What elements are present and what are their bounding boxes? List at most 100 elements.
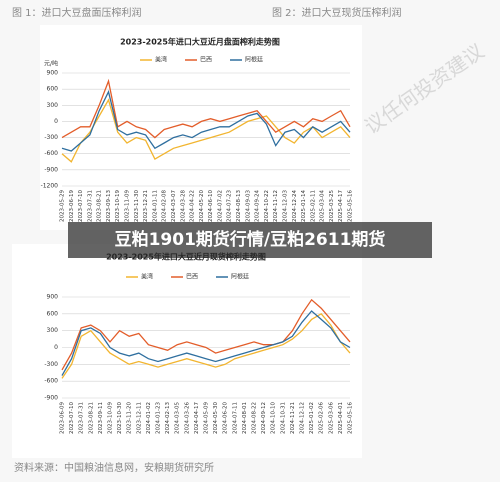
- x-tick-label: 2024-02-08: [162, 190, 168, 222]
- x-tick-label: 2024-12-12: [300, 402, 306, 434]
- series-line: [61, 89, 351, 152]
- x-tick-label: 2023-07-10: [69, 402, 75, 434]
- x-tick-label: 2025-03-25: [329, 190, 335, 222]
- x-tick-label: 2024-11-12: [273, 190, 279, 222]
- y-axis-label: 元/吨: [44, 60, 58, 68]
- x-tick-label: 2023-10-09: [108, 402, 114, 434]
- x-tick-label: 2023-07-10: [78, 190, 84, 222]
- x-tick-label: 2024-05-30: [213, 402, 219, 434]
- legend-label: 巴西: [186, 274, 198, 281]
- x-tick-label: 2025-04-17: [338, 190, 344, 222]
- y-tick-label: 900: [47, 294, 59, 301]
- y-tick-label: 0: [54, 118, 58, 125]
- y-tick-label: -300: [44, 134, 58, 141]
- x-tick-label: 2025-02-06: [319, 402, 325, 434]
- chart-panel: [40, 25, 362, 230]
- figure-caption: 图 2：进口大豆现货压榨利润: [272, 6, 402, 19]
- x-tick-label: 2024-03-05: [175, 402, 181, 434]
- x-tick-label: 2024-03-28: [180, 190, 186, 222]
- x-tick-label: 2024-08-01: [242, 402, 248, 434]
- x-tick-label: 2024-12-03: [282, 190, 288, 222]
- x-tick-label: 2023-06-09: [60, 402, 66, 434]
- legend-label: 美湾: [141, 273, 153, 281]
- x-tick-label: 2025-04-01: [338, 402, 344, 434]
- x-tick-label: 2023-09-11: [98, 402, 104, 434]
- x-tick-label: 2023-11-09: [125, 190, 131, 222]
- x-tick-label: 2023-05-29: [60, 190, 66, 222]
- y-tick-label: 300: [47, 327, 59, 334]
- x-tick-label: 2025-05-16: [348, 402, 354, 434]
- x-tick-label: 2025-02-11: [310, 190, 316, 222]
- x-tick-label: 2024-02-13: [165, 402, 171, 434]
- y-tick-label: -600: [44, 150, 58, 157]
- x-tick-label: 2024-07-23: [227, 190, 233, 222]
- y-tick-label: -300: [44, 361, 58, 368]
- y-tick-label: 600: [47, 310, 59, 317]
- legend-label: 巴西: [200, 57, 212, 64]
- x-tick-label: 2024-09-12: [261, 402, 267, 434]
- x-tick-label: 2023-06-19: [69, 190, 75, 222]
- x-tick-label: 2024-04-22: [190, 190, 196, 222]
- banner-background: [68, 222, 432, 258]
- x-tick-label: 2025-01-14: [301, 190, 307, 222]
- y-tick-label: 300: [47, 102, 59, 109]
- y-tick-label: 600: [47, 86, 59, 93]
- legend-label: 阿根廷: [231, 273, 249, 281]
- x-tick-label: 2023-12-11: [136, 402, 142, 434]
- x-tick-label: 2024-06-20: [223, 402, 229, 434]
- figure-caption: 图 1：进口大豆盘面压榨利润: [12, 6, 142, 19]
- legend-label: 美湾: [155, 56, 167, 64]
- source-note: 资料来源：中国粮油信息网，安粮期货研究所: [14, 461, 214, 474]
- x-tick-label: 2023-11-30: [134, 190, 140, 222]
- x-tick-label: 2024-10-31: [280, 402, 286, 434]
- x-tick-label: 2024-05-09: [204, 402, 210, 434]
- x-tick-label: 2023-08-21: [88, 402, 94, 434]
- x-tick-label: 2025-05-16: [348, 190, 354, 222]
- x-tick-label: 2024-01-23: [156, 402, 162, 434]
- series-line: [61, 98, 351, 163]
- x-tick-label: 2024-08-13: [236, 190, 242, 222]
- x-tick-label: 2023-07-31: [79, 402, 85, 434]
- x-tick-label: 2024-01-02: [146, 402, 152, 434]
- y-tick-label: 0: [54, 344, 58, 351]
- x-tick-label: 2025-03-06: [328, 402, 334, 434]
- y-tick-label: -900: [44, 166, 58, 173]
- x-tick-label: 2024-07-02: [217, 190, 223, 222]
- y-tick-label: 900: [47, 70, 59, 77]
- x-tick-label: 2024-08-22: [252, 402, 258, 434]
- x-tick-label: 2024-03-26: [184, 402, 190, 434]
- chart-title: 2023-2025年进口大豆近月盘面榨利走势图: [120, 37, 280, 47]
- x-tick-label: 2025-01-02: [309, 402, 315, 434]
- x-tick-label: 2023-10-19: [115, 190, 121, 222]
- series-line: [61, 310, 351, 376]
- y-tick-label: -1200: [41, 183, 59, 190]
- chart-panel: [12, 244, 362, 458]
- legend-label: 阿根廷: [245, 56, 263, 64]
- y-tick-label: -900: [44, 395, 58, 402]
- x-tick-label: 2024-12-24: [292, 190, 298, 222]
- x-tick-label: 2025-03-04: [320, 190, 326, 222]
- x-tick-label: 2024-01-11: [152, 190, 158, 222]
- x-tick-label: 2024-04-17: [194, 402, 200, 434]
- x-tick-label: 2023-12-21: [143, 190, 149, 222]
- x-tick-label: 2023-11-20: [127, 402, 133, 434]
- series-line: [61, 298, 351, 371]
- banner-title: 豆粕1901期货行情/豆粕2611期货: [115, 229, 386, 250]
- x-tick-label: 2023-07-31: [87, 190, 93, 222]
- x-tick-label: 2024-06-10: [208, 190, 214, 222]
- x-tick-label: 2024-10-10: [271, 402, 277, 434]
- x-tick-label: 2024-10-22: [264, 190, 270, 222]
- x-tick-label: 2023-09-13: [106, 190, 112, 222]
- series-line: [61, 312, 351, 379]
- x-tick-label: 2023-10-30: [117, 402, 123, 434]
- x-tick-label: 2024-07-11: [232, 402, 238, 434]
- x-tick-label: 2024-05-20: [199, 190, 205, 222]
- series-line: [61, 78, 351, 139]
- x-tick-label: 2024-09-03: [245, 190, 251, 222]
- x-tick-label: 2024-11-21: [290, 402, 296, 434]
- x-tick-label: 2024-09-24: [255, 190, 261, 222]
- x-tick-label: 2024-03-07: [171, 190, 177, 222]
- x-tick-label: 2023-08-21: [97, 190, 103, 222]
- y-tick-label: -600: [44, 378, 58, 385]
